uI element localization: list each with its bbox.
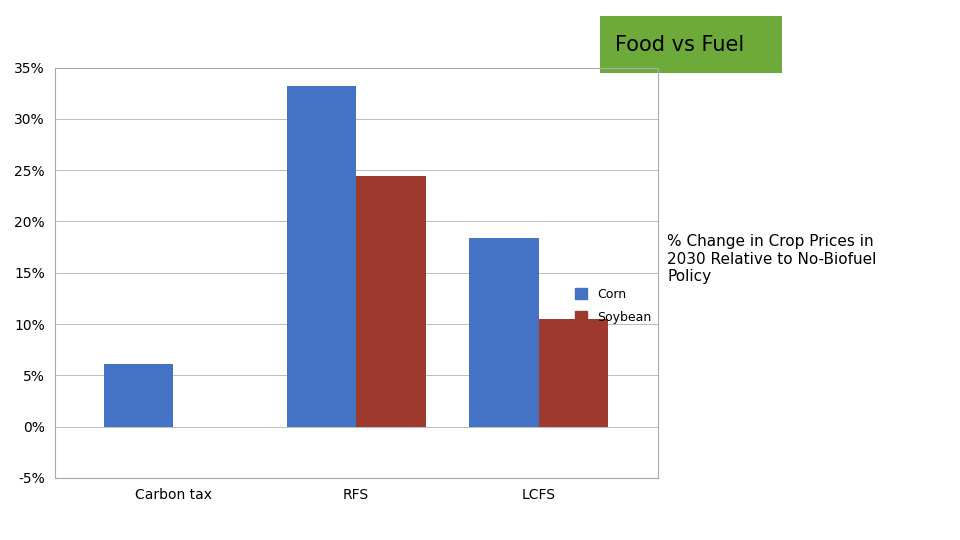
Bar [356,176,425,427]
Legend: Corn, Soybean: Corn, Soybean [575,287,651,323]
Bar [104,364,174,427]
Bar [287,86,356,427]
Bar [539,319,609,427]
Bar [469,238,539,427]
Text: Food vs Fuel: Food vs Fuel [614,35,744,55]
Text: % Change in Crop Prices in
2030 Relative to No-Biofuel
Policy: % Change in Crop Prices in 2030 Relative… [667,234,876,284]
